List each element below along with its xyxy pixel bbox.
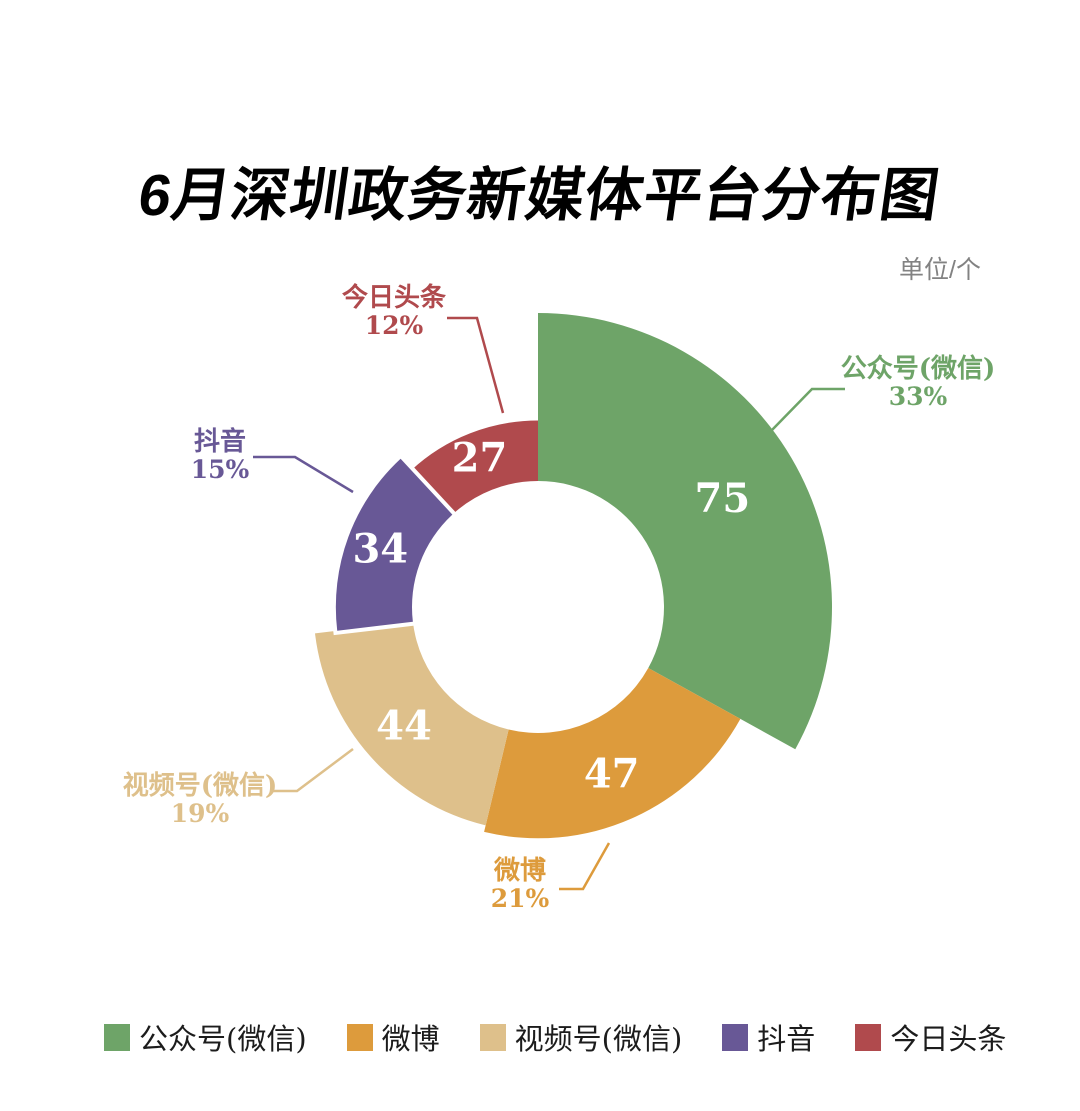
legend-swatch-toutiao bbox=[855, 1023, 882, 1051]
slice-value-4: 27 bbox=[452, 434, 508, 481]
legend-item-weibo[interactable]: 微博 bbox=[346, 1016, 440, 1058]
slice-2[interactable] bbox=[314, 621, 509, 826]
legend-item-douyin[interactable]: 抖音 bbox=[722, 1016, 815, 1058]
chart-legend: 公众号(微信) 微博 视频号(微信) 抖音 今日头条 bbox=[104, 1016, 1006, 1058]
legend-label-toutiao: 今日头条 bbox=[890, 1022, 1007, 1056]
unit-label: 单位/个 bbox=[899, 256, 981, 284]
donut-sectors[interactable] bbox=[314, 313, 832, 839]
leader-line-weibo bbox=[559, 842, 611, 891]
callout-douyin-percent: 15% bbox=[190, 455, 250, 484]
callout-shipinhao-percent: 19% bbox=[170, 799, 230, 828]
slice-value-0: 75 bbox=[694, 475, 750, 522]
slice-1[interactable] bbox=[484, 667, 741, 839]
legend-label-douyin: 抖音 bbox=[757, 1022, 816, 1056]
slice-value-1: 47 bbox=[584, 751, 640, 798]
callout-gongzhonghao: 公众号(微信) 33% bbox=[818, 355, 1018, 411]
callout-toutiao-percent: 12% bbox=[364, 311, 424, 340]
callout-weibo-percent: 21% bbox=[490, 884, 550, 913]
callout-douyin: 抖音 15% bbox=[130, 428, 310, 484]
slice-0[interactable] bbox=[538, 313, 832, 750]
legend-swatch-douyin bbox=[722, 1023, 749, 1051]
leader-line-douyin bbox=[253, 455, 354, 494]
legend-item-toutiao[interactable]: 今日头条 bbox=[855, 1016, 1006, 1058]
callout-weibo-name: 微博 bbox=[493, 856, 546, 886]
legend-label-shipinhao: 视频号(微信) bbox=[514, 1022, 683, 1056]
callout-douyin-name: 抖音 bbox=[193, 427, 246, 457]
leader-line-gongzhonghao bbox=[771, 387, 845, 431]
legend-swatch-shipinhao bbox=[479, 1023, 506, 1051]
callout-shipinhao: 视频号(微信) 19% bbox=[100, 772, 300, 828]
leader-lines bbox=[253, 316, 845, 891]
callout-toutiao-name: 今日头条 bbox=[341, 283, 446, 313]
leader-line-shipinhao bbox=[270, 748, 354, 793]
legend-swatch-weibo bbox=[346, 1023, 373, 1051]
callout-gongzhonghao-name: 公众号(微信) bbox=[840, 354, 996, 384]
callout-gongzhonghao-percent: 33% bbox=[888, 382, 948, 411]
legend-label-weibo: 微博 bbox=[381, 1022, 440, 1056]
callout-shipinhao-name: 视频号(微信) bbox=[122, 771, 278, 801]
slice-3[interactable] bbox=[331, 453, 459, 636]
legend-swatch-gongzhonghao bbox=[104, 1023, 130, 1051]
legend-item-shipinhao[interactable]: 视频号(微信) bbox=[479, 1016, 683, 1058]
callout-weibo: 微博 21% bbox=[430, 857, 610, 913]
legend-item-gongzhonghao[interactable]: 公众号(微信) bbox=[104, 1016, 307, 1058]
donut-value-labels: 75 47 44 34 27 bbox=[352, 434, 750, 797]
slice-4[interactable] bbox=[411, 420, 538, 515]
leader-line-toutiao bbox=[447, 316, 505, 414]
callout-toutiao: 今日头条 12% bbox=[304, 284, 484, 340]
legend-label-gongzhonghao: 公众号(微信) bbox=[139, 1022, 307, 1056]
slice-value-2: 44 bbox=[376, 703, 432, 750]
slice-value-3: 34 bbox=[352, 525, 408, 572]
